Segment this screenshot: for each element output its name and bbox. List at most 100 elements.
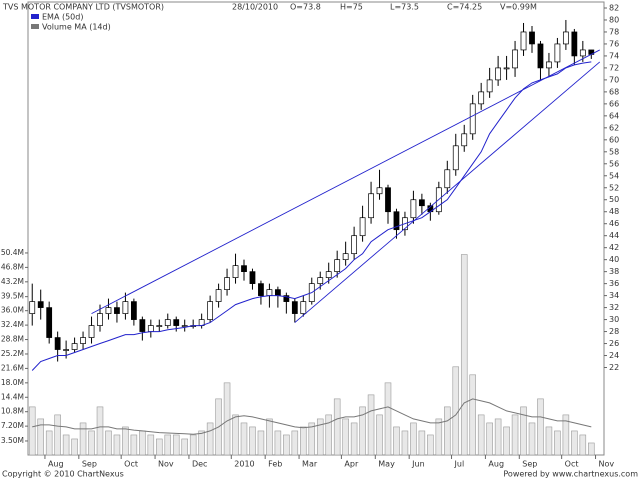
volume-bar	[376, 414, 383, 456]
candle-body	[300, 301, 307, 314]
y-tick-label: 72	[609, 63, 619, 72]
candle-body	[147, 325, 154, 332]
x-tick-label: Oct	[565, 460, 579, 469]
candle-body	[325, 271, 332, 278]
y2-tick-label: 46.8M	[1, 262, 24, 271]
volume-bar	[325, 414, 332, 456]
footer-powered: Powered by www.chartnexus.com	[503, 470, 638, 479]
y-tick-label: 28	[609, 327, 619, 336]
candle-body	[215, 289, 222, 302]
candle-body	[181, 325, 188, 327]
candle-body	[334, 259, 341, 272]
candle-body	[393, 211, 400, 231]
candle-body	[63, 349, 70, 351]
x-tick-label: Oct	[124, 460, 138, 469]
y2-tick-label: 36.0M	[1, 306, 24, 315]
y2-tick-label: 50.4M	[1, 248, 24, 257]
y-tick-label: 50	[609, 195, 619, 204]
candle-body	[444, 169, 451, 189]
volume-bar	[240, 422, 248, 456]
candle-body	[376, 187, 383, 195]
volume-bar	[164, 434, 172, 456]
header-high: H=75	[340, 3, 363, 12]
candle-body	[54, 337, 61, 350]
volume-bar	[139, 430, 146, 456]
volume-bar	[266, 418, 273, 456]
candle-body	[164, 319, 171, 326]
candle-body	[130, 301, 137, 320]
volume-bar	[418, 430, 426, 456]
volume-bar	[359, 406, 366, 456]
volume-bar	[198, 430, 205, 456]
volume-bar	[494, 418, 502, 456]
y-tick-label: 22	[609, 363, 619, 372]
candle-body	[520, 31, 527, 51]
candle-body	[486, 79, 493, 93]
y-tick-label: 68	[609, 87, 619, 96]
volume-bar	[554, 430, 561, 456]
candle-body	[317, 277, 324, 284]
candle-body	[88, 325, 95, 338]
volume-bar	[54, 414, 61, 456]
y-tick-label: 76	[609, 39, 619, 48]
x-tick-label: Nov	[158, 460, 174, 469]
volume-bar	[528, 422, 536, 456]
y-tick-label: 52	[609, 183, 619, 192]
volume-bar	[249, 426, 256, 456]
volume-bar	[62, 434, 70, 456]
volume-bar	[537, 398, 544, 456]
volume-bar	[469, 374, 476, 456]
volume-bar	[308, 422, 316, 456]
volume-bar	[79, 422, 87, 456]
volume-bar	[37, 418, 44, 456]
x-tick-label: Nov	[599, 460, 615, 469]
candle-body	[232, 265, 239, 278]
y-tick-label: 38	[609, 267, 619, 276]
y-tick-label: 44	[609, 231, 619, 240]
candle-body	[410, 199, 417, 219]
candle-body	[283, 295, 290, 302]
volume-bar	[223, 382, 231, 456]
candle-body	[97, 313, 103, 326]
candle-body	[29, 301, 36, 314]
x-tick-label: Sep	[522, 460, 537, 469]
volume-bar	[147, 434, 155, 456]
y-tick-label: 66	[609, 99, 619, 108]
candle-body	[224, 277, 230, 290]
candle-body	[562, 31, 569, 45]
candle-body	[495, 67, 502, 81]
legend-label: Volume MA (14d)	[42, 23, 111, 32]
candle-body	[359, 217, 366, 237]
volume-bar	[189, 434, 197, 456]
legend-swatch	[31, 24, 39, 29]
candle-body	[452, 145, 459, 171]
y-tick-label: 46	[609, 219, 619, 228]
volume-bar	[367, 394, 375, 456]
volume-bar	[393, 426, 400, 456]
candle-body	[114, 307, 120, 314]
x-tick-label: Aug	[488, 460, 504, 469]
volume-bar	[45, 430, 53, 456]
y-tick-label: 24	[609, 351, 619, 360]
volume-bar	[88, 430, 95, 456]
y-tick-label: 48	[609, 207, 619, 216]
y-tick-label: 60	[609, 135, 619, 144]
volume-bar	[342, 418, 349, 456]
y2-tick-label: 10.8M	[1, 407, 24, 416]
volume-bar	[130, 434, 138, 456]
volume-bar	[545, 426, 553, 456]
volume-bar	[520, 406, 527, 456]
candle-body	[579, 49, 586, 57]
volume-bar	[350, 422, 358, 456]
candle-body	[274, 289, 281, 296]
x-tick-label: Mar	[302, 460, 318, 469]
candle-body	[478, 91, 485, 105]
candle-body	[80, 337, 86, 344]
candle-body	[529, 31, 535, 45]
y-tick-label: 54	[609, 171, 619, 180]
y-tick-label: 32	[609, 303, 619, 312]
x-tick-label: Apr	[344, 460, 359, 469]
candle-body	[368, 193, 374, 219]
volume-bar	[588, 442, 595, 456]
volume-bar	[28, 406, 36, 456]
